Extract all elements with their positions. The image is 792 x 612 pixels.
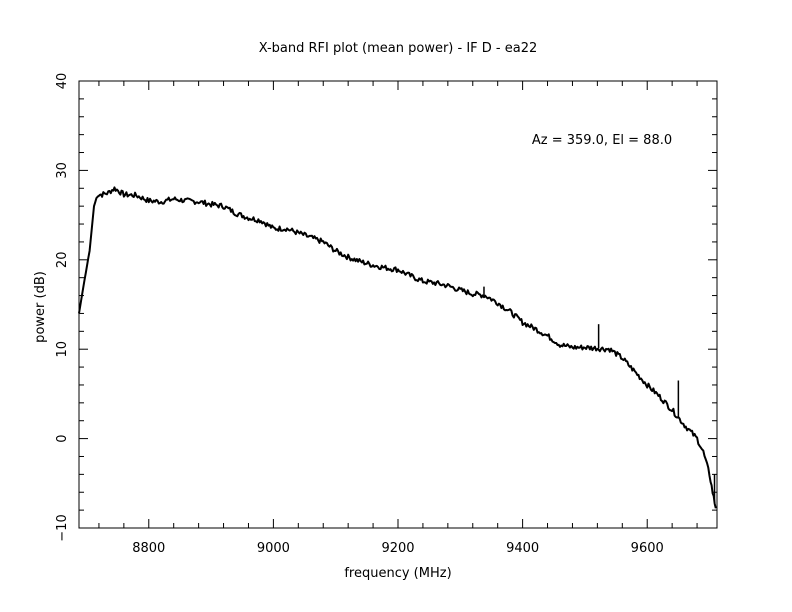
y-tick-label: −10	[55, 514, 70, 541]
x-tick-label: 9000	[257, 541, 290, 556]
x-tick-label: 8800	[132, 541, 165, 556]
y-tick-label: 10	[55, 341, 70, 358]
chart-title: X-band RFI plot (mean power) - IF D - ea…	[259, 41, 538, 56]
az-el-annotation: Az = 359.0, El = 88.0	[532, 133, 672, 148]
x-axis-label: frequency (MHz)	[344, 566, 451, 581]
y-axis-label: power (dB)	[33, 271, 48, 343]
y-tick-label: 40	[55, 73, 70, 90]
power-series-line	[78, 186, 717, 509]
rfi-spikes	[483, 286, 716, 502]
x-tick-label: 9200	[381, 541, 414, 556]
x-tick-label: 9400	[506, 541, 539, 556]
y-tick-label: 0	[55, 434, 70, 442]
y-tick-label: 30	[55, 162, 70, 179]
x-axis: 8800 9000 9200 9400 9600	[98, 81, 698, 556]
y-tick-label: 20	[55, 252, 70, 269]
plot-frame	[78, 80, 718, 529]
x-tick-label: 9600	[631, 541, 664, 556]
y-axis: −10 0 10 20 30 40	[55, 73, 717, 542]
